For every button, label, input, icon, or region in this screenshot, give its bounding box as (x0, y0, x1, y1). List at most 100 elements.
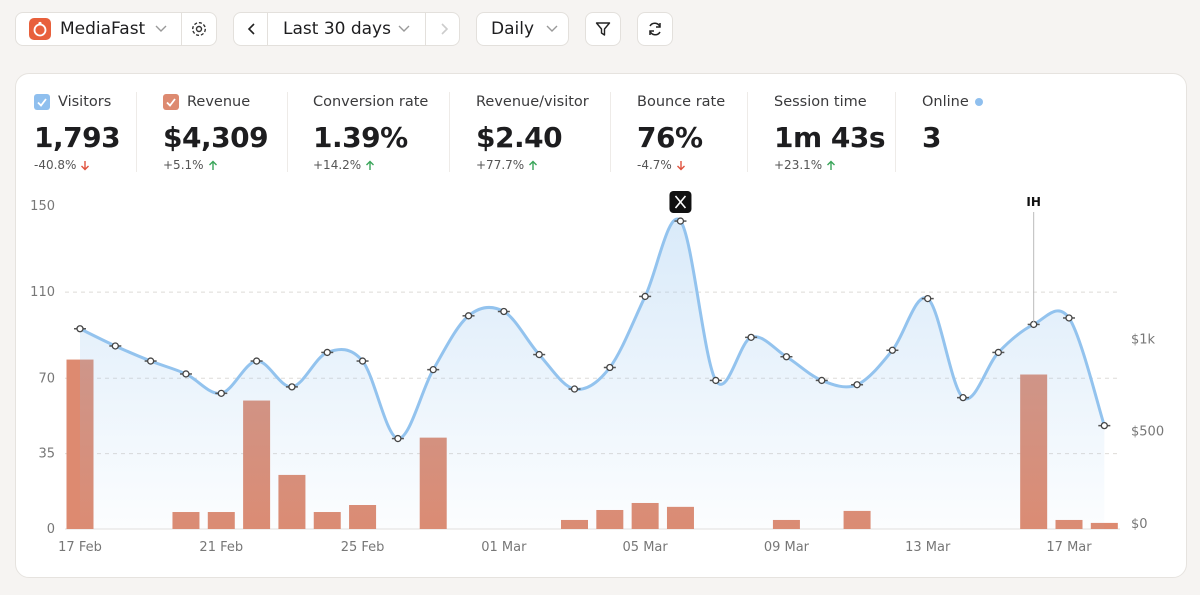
check-icon (166, 98, 176, 107)
metric-change-row: +77.7% (476, 158, 589, 172)
settings-icon[interactable] (190, 20, 208, 38)
separator (136, 92, 137, 172)
point-marker (535, 350, 543, 359)
check-icon (37, 98, 47, 107)
y2-tick-label: $1k (1131, 332, 1156, 347)
metric: Visitors 1,793 -40.8% (34, 92, 121, 172)
metric-change: +5.1% (163, 158, 204, 172)
refresh-icon (649, 22, 661, 36)
point-marker (464, 312, 473, 320)
point-marker (429, 366, 437, 374)
point-marker (252, 357, 261, 365)
annotation: IH (1026, 195, 1041, 209)
metric-change: +77.7% (476, 158, 525, 172)
x-tick-label: 09 Mar (764, 540, 810, 555)
x-tick-label: 21 Feb (199, 540, 243, 555)
metric-change: +23.1% (774, 158, 823, 172)
trend-arrow (208, 160, 217, 170)
point-marker (217, 389, 225, 397)
metric-label-row: Visitors (34, 92, 120, 112)
point-marker (500, 307, 508, 316)
point-marker (76, 325, 84, 333)
metric: Conversion rate 1.39% +14.2% (313, 92, 428, 172)
interval-label: Daily (491, 19, 535, 39)
metric-label-row: Session time (774, 92, 885, 112)
y-tick-label: 150 (30, 199, 55, 214)
point-marker (323, 348, 331, 357)
chevron (155, 25, 167, 32)
separator (610, 92, 611, 172)
metric-label-row: Revenue/visitor (476, 92, 589, 112)
point-marker (182, 370, 190, 378)
point-marker (782, 353, 791, 361)
metric: Session time 1m 43s +23.1% (774, 92, 886, 172)
y-tick-label: 110 (30, 285, 55, 300)
metric-change: +14.2% (313, 158, 362, 172)
metric: Online 3 (922, 92, 983, 154)
x-tick-label: 17 Feb (58, 540, 102, 555)
point-marker (288, 383, 296, 391)
point-marker (853, 381, 861, 389)
chart: 0 35 70 110 150 $0 $500 $1k 17 Feb 21 Feb 25 Feb 01… (30, 191, 1164, 555)
refresh-button[interactable] (637, 12, 673, 46)
metric-label: Conversion rate (313, 94, 429, 110)
next-button[interactable] (439, 22, 449, 36)
metric-label: Session time (774, 94, 867, 110)
metric-value: 1.39% (313, 121, 408, 154)
metric-change-row: +23.1% (774, 158, 885, 172)
point-marker (888, 346, 897, 354)
site-logo (29, 18, 51, 40)
prev-button[interactable] (247, 22, 257, 36)
metric-change: -40.8% (34, 158, 77, 172)
trend-arrow (81, 160, 90, 170)
point-marker (1100, 421, 1108, 430)
point-marker (641, 292, 649, 301)
date-range[interactable]: Last 30 days (233, 12, 460, 46)
site-name: MediaFast (60, 19, 146, 39)
metric-value: 3 (922, 121, 941, 154)
visitors-line (78, 217, 1106, 441)
trend-arrow (529, 160, 538, 170)
point-marker (747, 333, 755, 342)
y-tick-label: 0 (47, 522, 55, 537)
metric-checkbox[interactable] (163, 94, 179, 110)
metric-label: Revenue/visitor (476, 94, 589, 110)
interval-selector[interactable]: Daily (476, 12, 569, 46)
metric-change-row: -4.7% (637, 158, 725, 172)
separator (287, 92, 288, 172)
metric-label-row: Conversion rate (313, 92, 428, 112)
metric-label: Bounce rate (637, 94, 726, 110)
point-marker (924, 294, 932, 303)
filter-icon (595, 22, 611, 36)
metric-label-row: Revenue (163, 92, 268, 112)
separator (747, 92, 748, 172)
metric-checkbox[interactable] (34, 94, 50, 110)
point-marker (606, 363, 614, 372)
metric-change-row: +14.2% (313, 158, 428, 172)
metric-label: Online (922, 94, 969, 110)
metric-label-row: Online (922, 92, 983, 112)
metric-value: 76% (637, 121, 703, 154)
point-marker (818, 376, 826, 385)
site-selector[interactable]: MediaFast (15, 12, 217, 46)
point-marker (111, 342, 119, 350)
trend-arrow (676, 160, 685, 170)
metric: Revenue $4,309 +5.1% (163, 92, 269, 172)
metric-change-row: -40.8% (34, 158, 120, 172)
point-marker (358, 357, 367, 365)
metric-label: Revenue (187, 94, 251, 110)
metric-label-row: Bounce rate (637, 92, 725, 112)
point-marker (994, 348, 1003, 357)
x-tick-label: 17 Mar (1046, 540, 1092, 555)
x-tick-label: 05 Mar (623, 540, 669, 555)
metric-value: 1m 43s (774, 121, 886, 154)
y2-tick-label: $0 (1131, 517, 1148, 532)
metric-change: -4.7% (637, 158, 672, 172)
metric-value: $2.40 (476, 121, 563, 154)
chevron (398, 25, 410, 32)
metric-value: $4,309 (163, 121, 269, 154)
metric-label: Visitors (58, 94, 112, 110)
filter-button[interactable] (585, 12, 621, 46)
metric-change-row: +5.1% (163, 158, 268, 172)
